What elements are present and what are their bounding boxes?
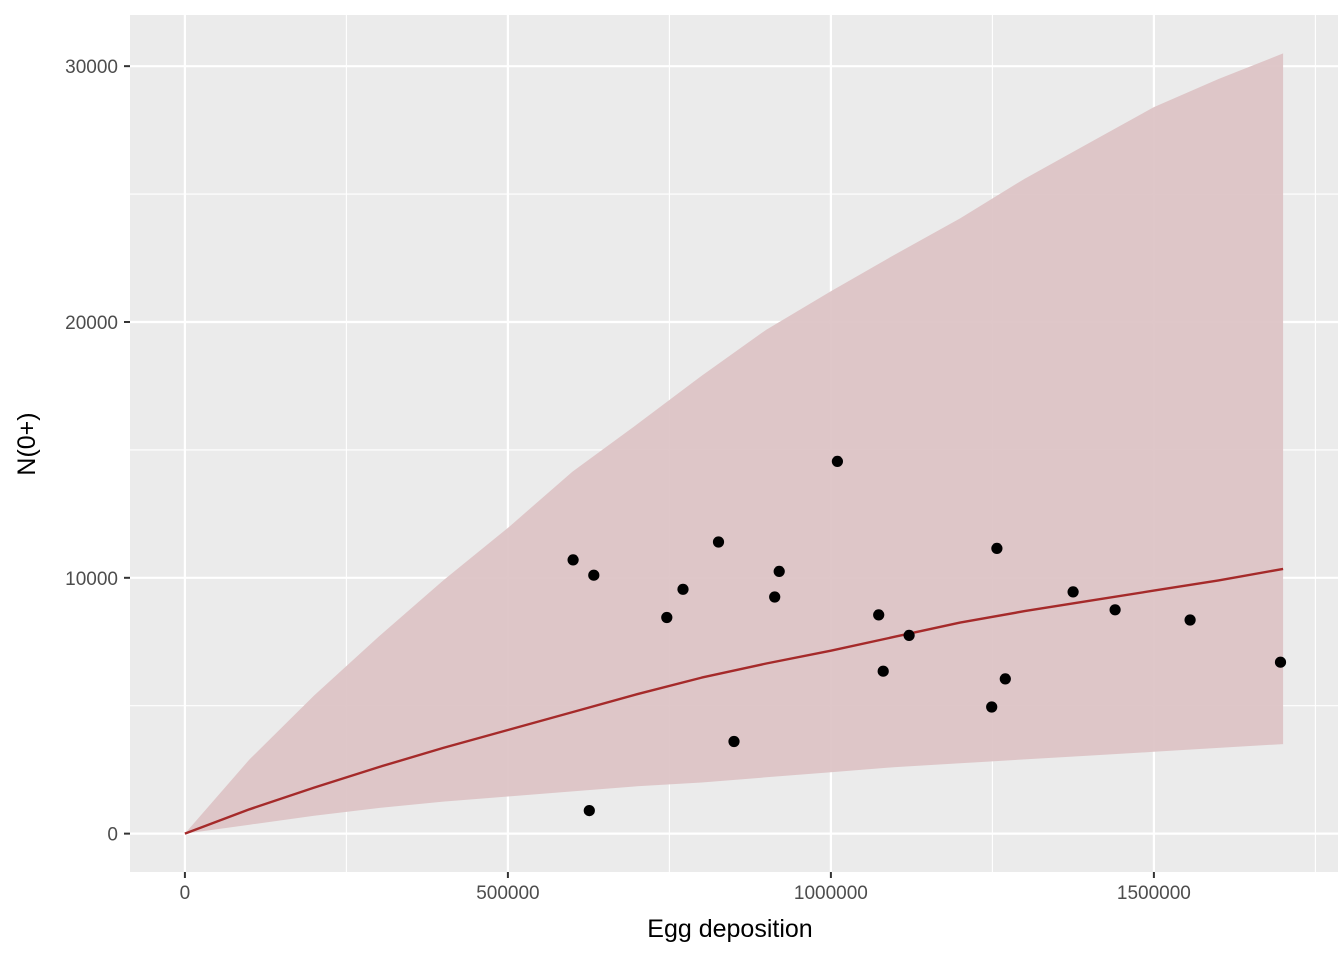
data-point xyxy=(903,629,915,642)
data-point xyxy=(773,565,785,578)
data-point xyxy=(1184,614,1196,626)
data-point xyxy=(991,542,1003,555)
data-point xyxy=(1067,586,1079,598)
data-point xyxy=(831,455,844,467)
x-axis-title: Egg deposition xyxy=(647,915,812,943)
x-tick-label: 0 xyxy=(180,883,191,904)
data-points-layer xyxy=(567,455,1287,817)
confidence-ribbon-layer xyxy=(184,53,1284,834)
y-tick-label: 0 xyxy=(107,825,118,846)
x-tick-label: 1000000 xyxy=(794,883,868,904)
x-axis: 0 500000 1000000 1500000 xyxy=(180,872,1191,904)
data-point xyxy=(583,805,595,817)
y-tick-label: 10000 xyxy=(65,569,118,590)
data-point xyxy=(1274,656,1287,668)
data-point xyxy=(712,536,725,548)
confidence-ribbon xyxy=(184,53,1284,834)
y-tick-label: 20000 xyxy=(65,313,118,334)
fit-line-layer xyxy=(184,567,1284,835)
data-point xyxy=(588,569,600,581)
y-axis: 0 10000 20000 30000 xyxy=(65,57,130,846)
x-tick-label: 500000 xyxy=(476,883,539,904)
data-point xyxy=(769,591,781,603)
y-axis-title: N(0+) xyxy=(13,412,41,475)
data-point xyxy=(873,609,885,621)
data-point xyxy=(567,554,579,566)
data-point xyxy=(999,673,1011,685)
x-tick-label: 1500000 xyxy=(1117,883,1191,904)
data-point xyxy=(677,583,689,595)
data-point xyxy=(986,701,998,713)
data-point xyxy=(877,665,889,677)
data-point xyxy=(1109,604,1121,616)
data-point xyxy=(661,611,673,624)
data-point xyxy=(728,735,740,748)
fit-line xyxy=(184,567,1284,835)
y-tick-label: 30000 xyxy=(65,57,118,78)
